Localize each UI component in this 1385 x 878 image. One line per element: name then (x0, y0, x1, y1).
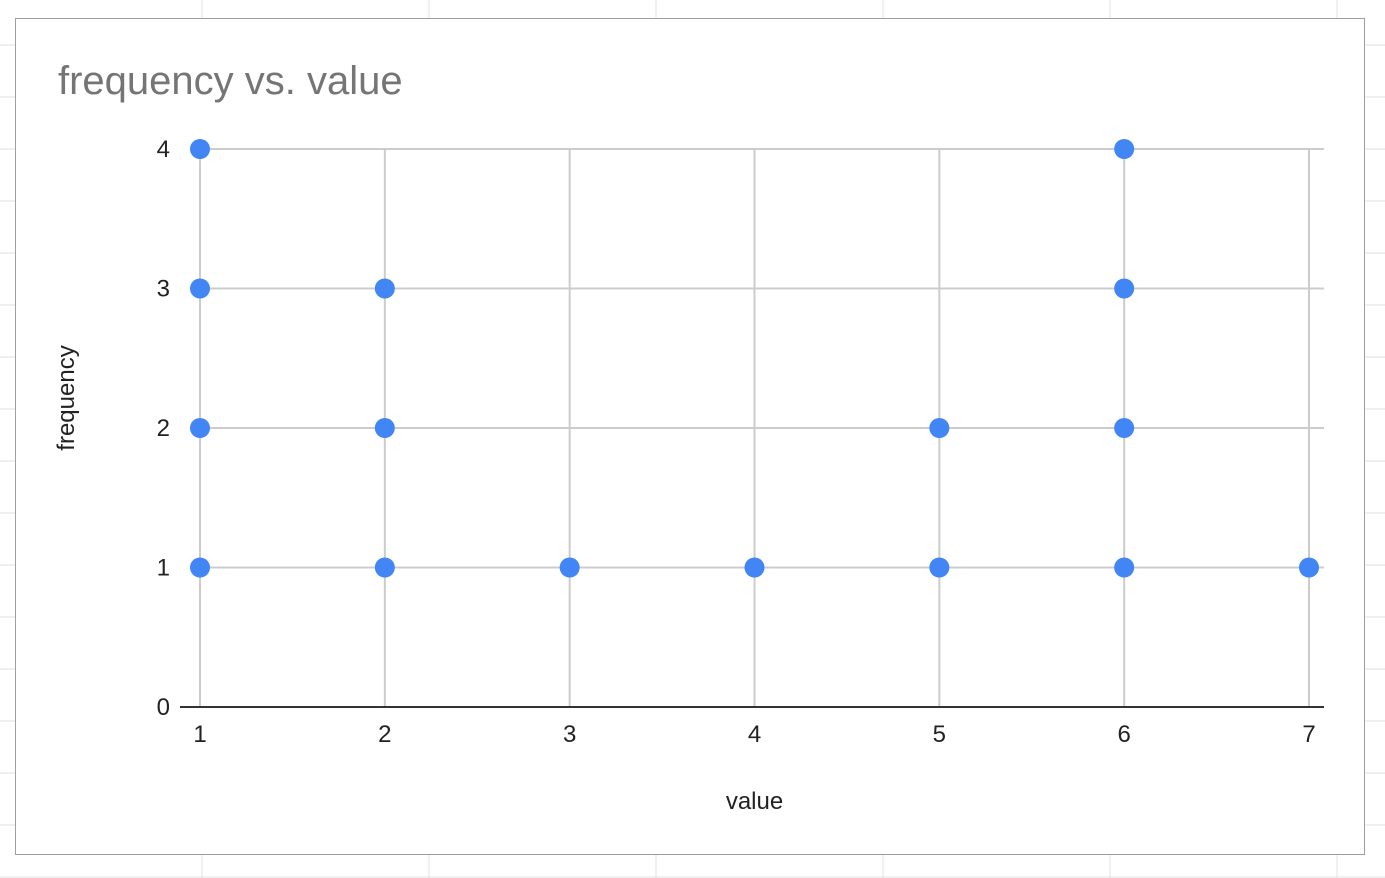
x-tick-label: 4 (748, 721, 761, 748)
x-tick-label: 6 (1117, 721, 1130, 748)
data-point[interactable] (744, 557, 765, 578)
data-point[interactable] (929, 557, 950, 578)
data-point[interactable] (1114, 418, 1135, 438)
gridlines (199, 148, 1324, 707)
data-point[interactable] (374, 418, 395, 438)
data-point[interactable] (374, 278, 395, 299)
chart-title: frequency vs. value (58, 59, 403, 103)
data-points (190, 139, 1319, 578)
x-tick-label: 7 (1302, 721, 1315, 748)
x-tick-label: 3 (563, 721, 576, 748)
data-point[interactable] (190, 278, 210, 299)
y-tick-label: 4 (157, 136, 170, 163)
data-point[interactable] (929, 418, 950, 438)
data-point[interactable] (374, 557, 395, 578)
data-point[interactable] (190, 139, 210, 159)
y-tick-label: 3 (157, 276, 170, 303)
x-tick-label: 2 (378, 721, 391, 748)
y-tick-label: 1 (157, 555, 170, 582)
y-tick-label: 2 (157, 415, 170, 442)
data-point[interactable] (559, 557, 580, 578)
data-point[interactable] (1114, 278, 1135, 299)
data-point[interactable] (190, 557, 210, 578)
y-tick-label: 0 (157, 694, 170, 721)
data-point[interactable] (1299, 557, 1319, 578)
y-axis-title: frequency (53, 345, 80, 450)
x-axis-title: value (726, 788, 783, 815)
data-point[interactable] (1114, 139, 1135, 159)
data-point[interactable] (1114, 557, 1135, 578)
data-point[interactable] (190, 418, 210, 438)
x-tick-label: 5 (933, 721, 946, 748)
x-tick-label: 1 (193, 721, 206, 748)
